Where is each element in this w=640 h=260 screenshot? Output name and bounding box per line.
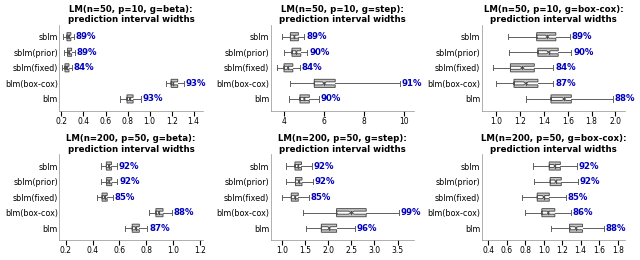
Polygon shape bbox=[171, 79, 178, 87]
Title: LM(n=50, p=10, g=beta):
prediction interval widths: LM(n=50, p=10, g=beta): prediction inter… bbox=[67, 5, 195, 24]
Polygon shape bbox=[291, 33, 298, 41]
Text: 88%: 88% bbox=[615, 94, 636, 103]
Text: 89%: 89% bbox=[76, 48, 97, 57]
Polygon shape bbox=[156, 209, 163, 217]
Text: 87%: 87% bbox=[149, 224, 170, 233]
Text: 88%: 88% bbox=[605, 224, 626, 233]
Title: LM(n=50, p=10, g=box-cox):
prediction interval widths: LM(n=50, p=10, g=box-cox): prediction in… bbox=[484, 5, 623, 24]
Title: LM(n=200, p=50, g=beta):
prediction interval widths: LM(n=200, p=50, g=beta): prediction inte… bbox=[66, 134, 196, 154]
Polygon shape bbox=[570, 224, 582, 232]
Polygon shape bbox=[542, 209, 555, 217]
Text: 92%: 92% bbox=[119, 161, 140, 171]
Polygon shape bbox=[132, 224, 140, 232]
Title: LM(n=200, p=50, g=box-cox):
prediction interval widths: LM(n=200, p=50, g=box-cox): prediction i… bbox=[481, 134, 626, 154]
Polygon shape bbox=[65, 64, 69, 72]
Text: 90%: 90% bbox=[321, 94, 341, 103]
Polygon shape bbox=[314, 79, 335, 87]
Polygon shape bbox=[537, 33, 556, 41]
Polygon shape bbox=[549, 162, 561, 170]
Polygon shape bbox=[300, 95, 309, 103]
Polygon shape bbox=[102, 193, 107, 201]
Text: 88%: 88% bbox=[173, 208, 194, 217]
Text: 84%: 84% bbox=[555, 63, 576, 72]
Text: 89%: 89% bbox=[572, 32, 593, 41]
Text: 92%: 92% bbox=[314, 177, 335, 186]
Text: 89%: 89% bbox=[306, 32, 326, 41]
Polygon shape bbox=[551, 95, 572, 103]
Polygon shape bbox=[296, 178, 302, 186]
Text: 90%: 90% bbox=[309, 48, 330, 57]
Polygon shape bbox=[537, 193, 549, 201]
Polygon shape bbox=[67, 33, 71, 41]
Polygon shape bbox=[538, 48, 558, 56]
Text: 85%: 85% bbox=[568, 193, 588, 202]
Polygon shape bbox=[106, 162, 111, 170]
Text: 89%: 89% bbox=[76, 32, 96, 41]
Polygon shape bbox=[127, 95, 133, 103]
Text: 92%: 92% bbox=[579, 161, 599, 171]
Text: 86%: 86% bbox=[572, 208, 593, 217]
Polygon shape bbox=[514, 79, 538, 87]
Text: 91%: 91% bbox=[401, 79, 422, 88]
Polygon shape bbox=[284, 64, 293, 72]
Text: 92%: 92% bbox=[580, 177, 600, 186]
Text: 93%: 93% bbox=[143, 94, 163, 103]
Polygon shape bbox=[321, 224, 337, 232]
Polygon shape bbox=[107, 178, 112, 186]
Polygon shape bbox=[511, 64, 534, 72]
Text: 85%: 85% bbox=[310, 193, 331, 202]
Text: 85%: 85% bbox=[115, 193, 135, 202]
Text: 92%: 92% bbox=[314, 161, 334, 171]
Text: 93%: 93% bbox=[186, 79, 206, 88]
Text: 99%: 99% bbox=[400, 208, 420, 217]
Text: 84%: 84% bbox=[74, 63, 94, 72]
Text: 84%: 84% bbox=[301, 63, 323, 72]
Text: 87%: 87% bbox=[555, 79, 576, 88]
Title: LM(n=200, p=50, g=step):
prediction interval widths: LM(n=200, p=50, g=step): prediction inte… bbox=[278, 134, 406, 154]
Text: 96%: 96% bbox=[357, 224, 378, 233]
Polygon shape bbox=[292, 48, 301, 56]
Polygon shape bbox=[295, 162, 301, 170]
Polygon shape bbox=[291, 193, 298, 201]
Polygon shape bbox=[67, 48, 72, 56]
Polygon shape bbox=[337, 209, 366, 217]
Text: 90%: 90% bbox=[573, 48, 593, 57]
Polygon shape bbox=[550, 178, 561, 186]
Text: 92%: 92% bbox=[119, 177, 140, 186]
Title: LM(n=50, p=10, g=step):
prediction interval widths: LM(n=50, p=10, g=step): prediction inter… bbox=[279, 5, 406, 24]
